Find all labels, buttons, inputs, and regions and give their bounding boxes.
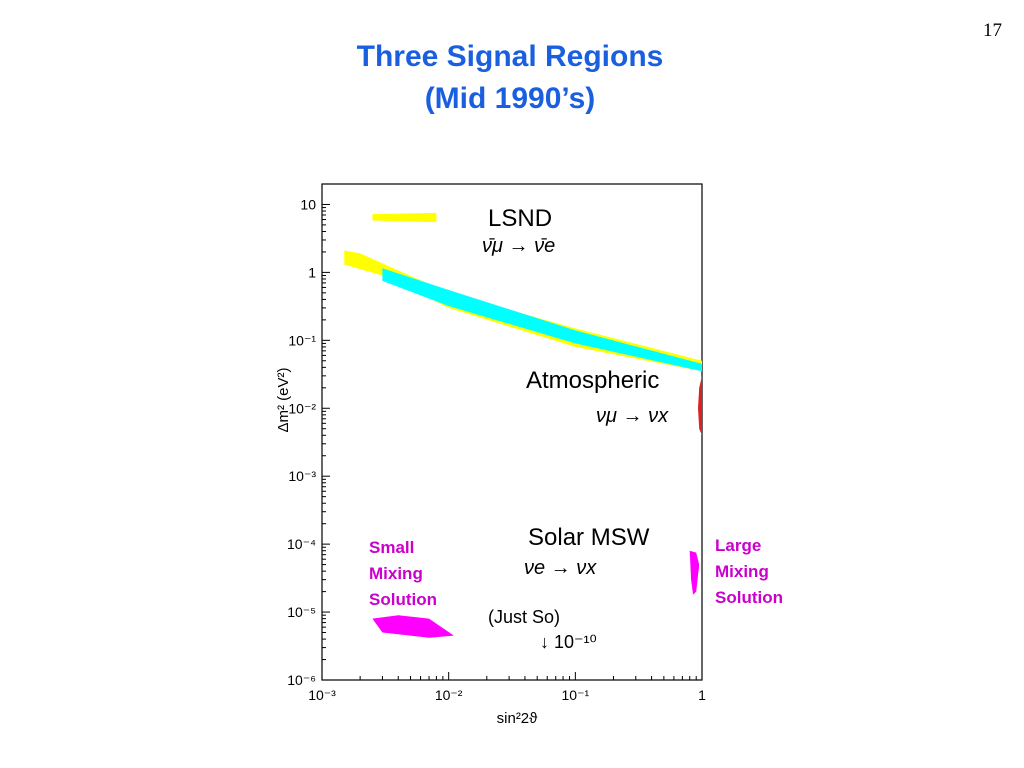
solar-annotation: Solar MSW	[528, 524, 650, 551]
y-tick-label: 10⁻²	[288, 400, 316, 416]
region-lsnd-high-m-islands	[372, 212, 437, 223]
small-mixing-solution-label: Small Mixing Solution	[369, 535, 437, 613]
y-tick-label: 1	[308, 264, 316, 280]
y-tick-label: 10⁻⁵	[287, 604, 316, 620]
atmospheric-annotation: Atmospheric	[526, 367, 659, 394]
regions-layer	[344, 212, 702, 638]
small-label-line-3: Solution	[369, 590, 437, 609]
slide-title-line-2: (Mid 1990’s)	[424, 82, 596, 115]
just-so-annotation: (Just So)	[488, 607, 560, 627]
x-tick-label: 1	[698, 687, 706, 703]
slide-number: 17	[983, 20, 1002, 41]
region-atmospheric	[698, 375, 702, 436]
large-label-line-2: Mixing	[715, 562, 769, 581]
y-tick-label: 10⁻³	[288, 468, 316, 484]
oscillation-plot: 10⁻³ 10⁻² 10⁻¹ 1 10 1 10⁻¹ 10⁻² 10⁻³ 10⁻⁴ 10⁻⁵ 10⁻⁶…	[275, 183, 706, 727]
y-tick-label: 10⁻¹	[288, 332, 316, 348]
y-axis-label: Δm² (eV²)	[275, 367, 292, 432]
ticks-layer: 10⁻³ 10⁻² 10⁻¹ 1 10 1 10⁻¹ 10⁻² 10⁻³ 10⁻⁴ 10⁻⁵ 10⁻⁶	[287, 196, 706, 703]
atmospheric-process-annotation: νμ → νx	[596, 405, 669, 427]
small-label-line-1: Small	[369, 538, 415, 557]
y-tick-label: 10	[300, 196, 316, 212]
just-so-value-annotation: ↓ 10⁻¹⁰	[540, 632, 597, 652]
x-tick-label: 10⁻¹	[562, 687, 590, 703]
small-label-line-2: Mixing	[369, 564, 423, 583]
y-tick-label: 10⁻⁶	[287, 672, 316, 688]
large-mixing-solution-label: Large Mixing Solution	[715, 533, 783, 611]
large-label-line-1: Large	[715, 536, 762, 555]
y-tick-label: 10⁻⁴	[287, 536, 316, 552]
x-axis-label: sin²2ϑ	[497, 710, 539, 727]
region-small-mixing-solution	[372, 615, 454, 638]
lsnd-annotation: LSND	[488, 205, 552, 232]
solar-process-annotation: νe → νx	[524, 557, 597, 579]
lsnd-process-annotation: ν̄μ → ν̄e	[482, 235, 555, 257]
region-large-mixing-solution	[689, 550, 700, 595]
region-lsnd-99-cl-band	[382, 268, 702, 372]
large-label-line-3: Solution	[715, 588, 783, 607]
x-tick-label: 10⁻³	[308, 687, 336, 703]
x-tick-label: 10⁻²	[435, 687, 463, 703]
slide-title-line-1: Three Signal Regions	[356, 40, 664, 73]
